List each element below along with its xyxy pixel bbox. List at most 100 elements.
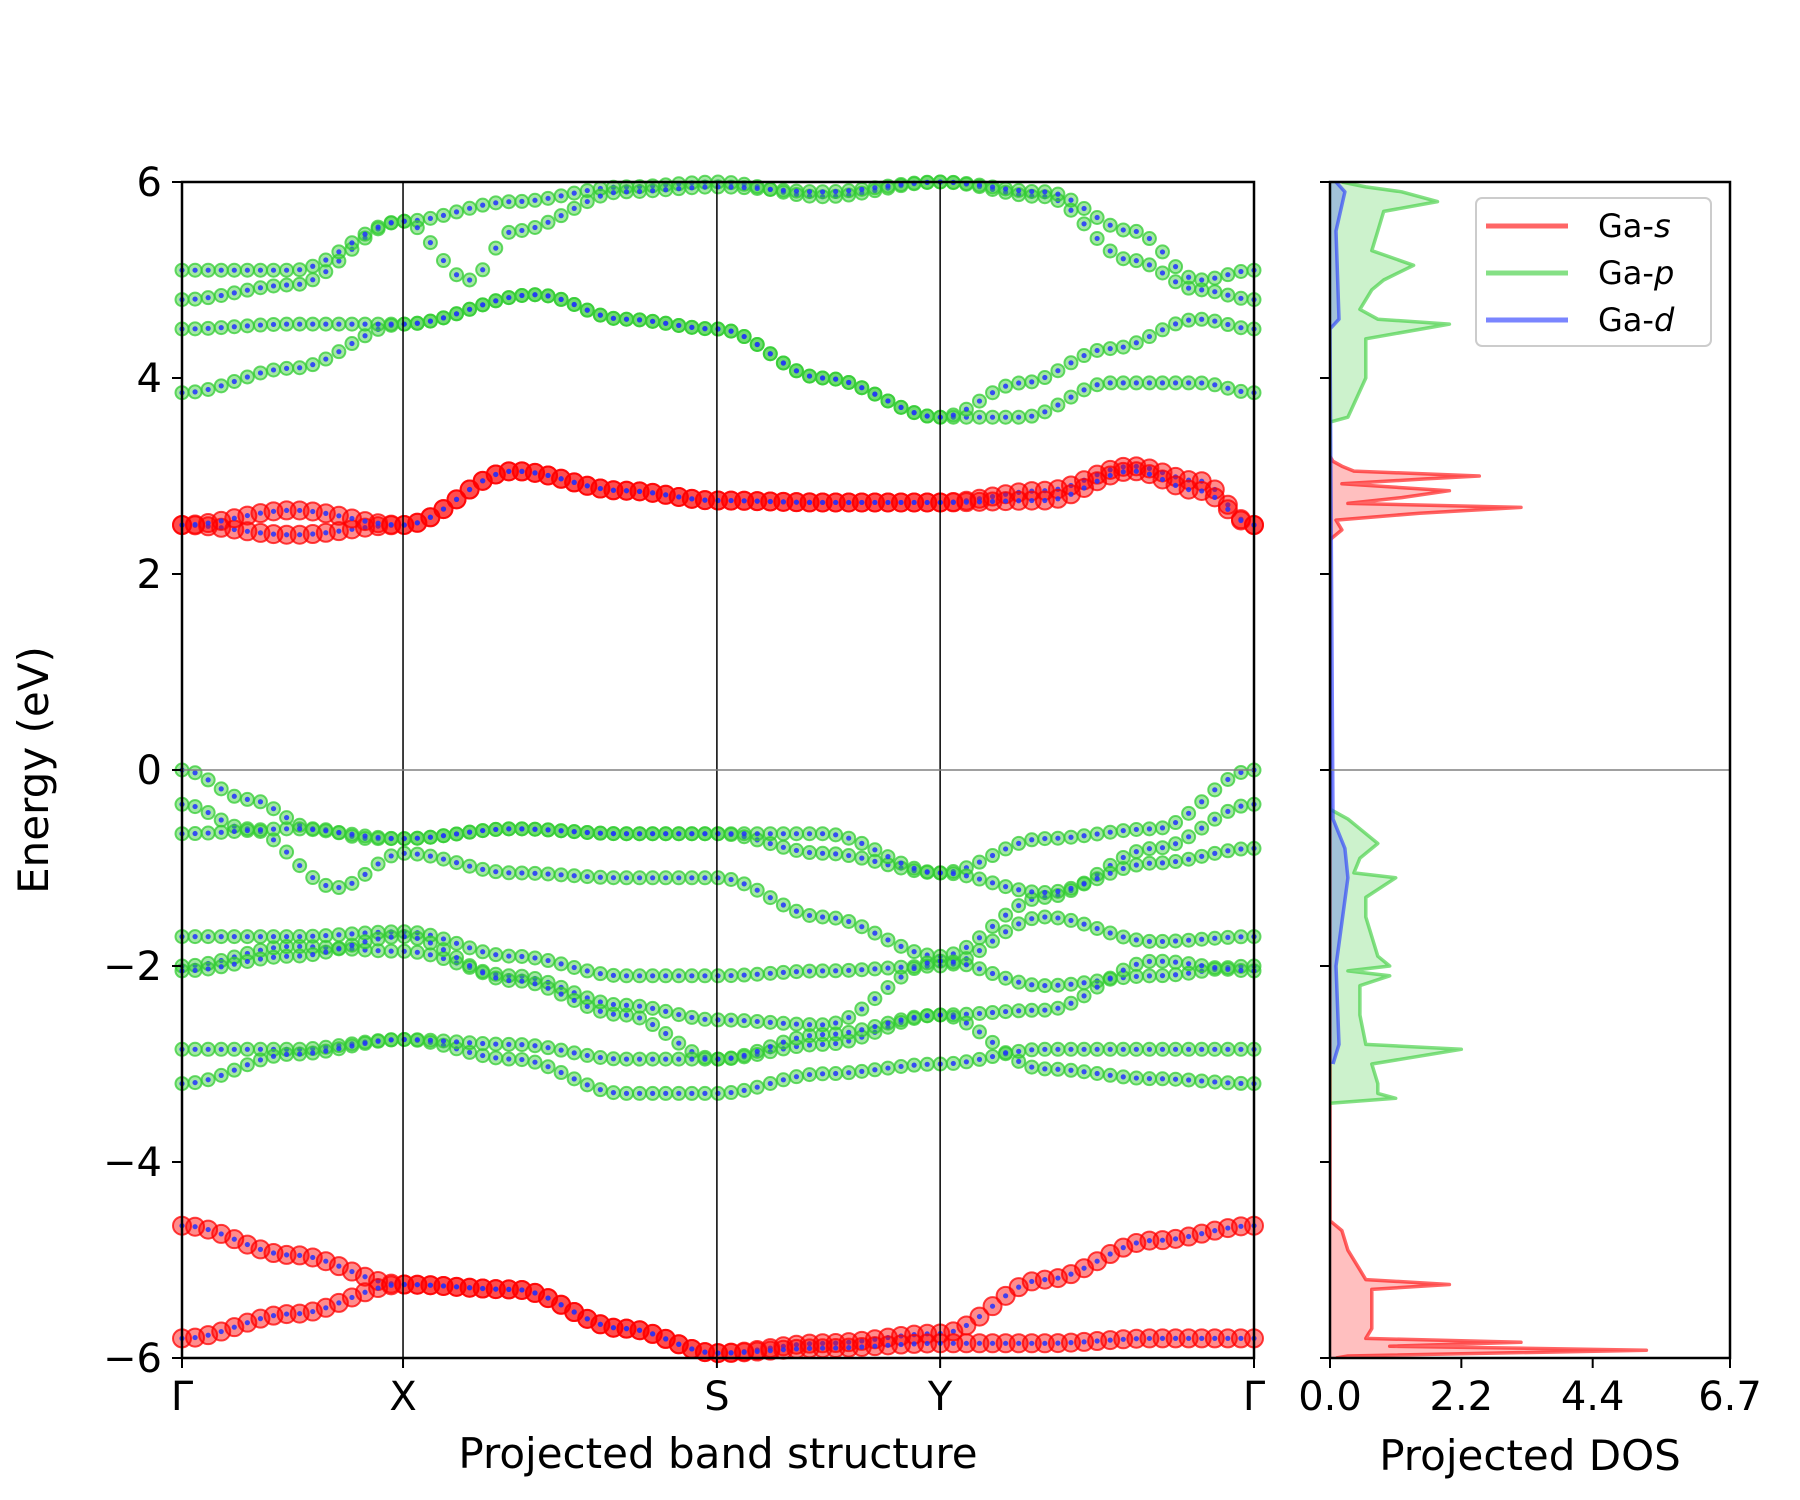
x-tick-label: X	[389, 1374, 416, 1420]
band-point-core	[453, 272, 460, 278]
band-point-core	[519, 1056, 525, 1063]
band-point-core	[689, 185, 695, 191]
band-point-core	[623, 488, 630, 494]
band-point-core	[1029, 982, 1035, 988]
band-point-core	[872, 499, 878, 506]
band-point-core	[1172, 858, 1179, 865]
band-point-core	[1172, 1335, 1179, 1341]
band-point-core	[610, 315, 617, 321]
band-point-core	[650, 1090, 656, 1096]
band-point-core	[388, 835, 394, 841]
band-point-core	[780, 187, 786, 193]
band-point-core	[1146, 973, 1153, 979]
band-point-core	[819, 850, 826, 856]
band-point-core	[1042, 1046, 1048, 1052]
band-point-core	[1055, 835, 1061, 841]
band-point-core	[453, 860, 460, 866]
band-point-core	[453, 1039, 460, 1045]
band-point-core	[1055, 191, 1061, 197]
band-point-core	[780, 499, 786, 505]
band-point-core	[846, 1345, 852, 1351]
band-point-core	[297, 943, 303, 950]
band-point-core	[833, 1345, 839, 1351]
band-point-core	[1029, 1064, 1035, 1070]
band-point-core	[1107, 975, 1113, 981]
band-point-core	[493, 826, 499, 833]
dos-x-tick-label: 6.7	[1698, 1374, 1762, 1420]
band-point-core	[1212, 1046, 1218, 1052]
band-point-core	[283, 1252, 290, 1258]
band-point-core	[650, 1331, 656, 1337]
band-point-core	[283, 267, 290, 273]
band-point-core	[1133, 862, 1139, 868]
band-point-core	[741, 1349, 747, 1355]
band-point-core	[519, 468, 525, 474]
band-point-core	[362, 235, 368, 241]
band-point-core	[244, 374, 250, 380]
band-point-core	[1133, 849, 1139, 855]
band-point-core	[1238, 1335, 1244, 1341]
band-point-core	[1081, 1069, 1087, 1075]
band-point-core	[558, 1069, 564, 1076]
band-point-core	[950, 959, 956, 965]
band-point-core	[1081, 993, 1087, 999]
band-point-core	[310, 1050, 316, 1056]
band-point-core	[427, 853, 433, 859]
band-point-core	[414, 320, 420, 326]
band-point-core	[323, 1048, 329, 1054]
band-point-core	[989, 493, 996, 500]
band-point-core	[1055, 368, 1061, 374]
band-point-core	[1094, 1338, 1100, 1344]
band-point-core	[767, 1044, 773, 1050]
band-point-core	[806, 1341, 813, 1347]
band-point-core	[283, 826, 290, 832]
band-point-core	[1146, 1335, 1153, 1342]
band-point-core	[1212, 1228, 1218, 1234]
band-point-core	[257, 530, 264, 536]
band-point-core	[323, 1305, 329, 1311]
band-point-core	[205, 777, 211, 783]
band-point-core	[231, 828, 237, 835]
band-point-core	[976, 1313, 983, 1320]
band-point-core	[192, 1224, 198, 1230]
band-point-core	[963, 1340, 969, 1346]
band-point-core	[963, 944, 969, 951]
band-point-core	[270, 321, 277, 328]
band-point-core	[231, 793, 237, 799]
band-point-core	[885, 854, 891, 860]
band-point-core	[741, 185, 747, 191]
band-point-core	[192, 967, 198, 973]
band-point-core	[1094, 347, 1100, 354]
band-point-core	[414, 851, 420, 857]
band-point-core	[1238, 803, 1244, 809]
band-point-core	[375, 520, 381, 526]
band-point-core	[1120, 256, 1126, 262]
band-point-core	[297, 953, 303, 959]
band-point-core	[205, 325, 211, 331]
band-point-core	[780, 844, 786, 850]
band-point-core	[519, 227, 525, 234]
band-point-core	[1212, 318, 1218, 324]
band-point-core	[1003, 383, 1009, 389]
band-point-core	[1146, 846, 1153, 852]
band-point-core	[1225, 1046, 1231, 1052]
band-point-core	[1159, 380, 1166, 386]
band-point-core	[1003, 414, 1009, 420]
band-point-core	[1225, 1335, 1231, 1341]
band-point-core	[1133, 826, 1139, 833]
band-point-core	[846, 1339, 852, 1345]
band-point-core	[1133, 463, 1139, 469]
band-point-core	[545, 1295, 551, 1301]
band-point-core	[1146, 1046, 1153, 1052]
band-point-core	[440, 1038, 447, 1044]
dos-area-fill	[1330, 182, 1462, 1104]
band-point-core	[898, 404, 904, 410]
dos-y-ticks	[1320, 181, 1330, 1359]
dos-x-tick-label: 0.0	[1298, 1374, 1362, 1420]
band-point-core	[349, 515, 355, 522]
y-tick-label: 6	[137, 160, 162, 206]
band-point-core	[728, 876, 734, 883]
band-point-core	[1094, 1258, 1100, 1264]
band-point-core	[440, 856, 447, 862]
band-point-core	[1172, 938, 1179, 944]
